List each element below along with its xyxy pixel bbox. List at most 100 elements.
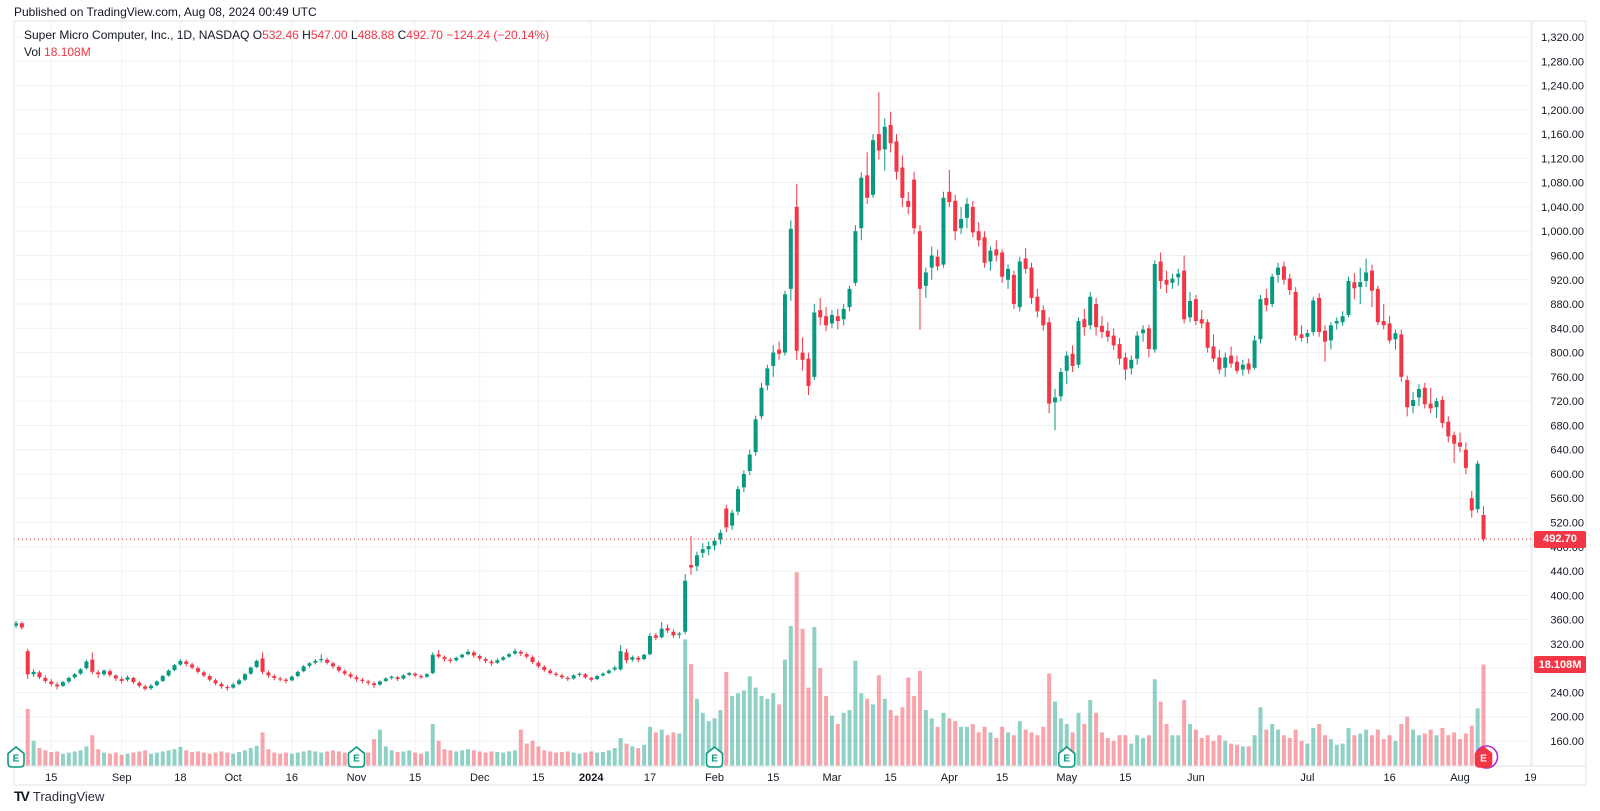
candle-body [60,682,65,686]
candle-body [413,673,418,676]
candle-body [1152,263,1157,350]
volume-bar [1141,738,1146,766]
legend-symbol-row: Super Micro Computer, Inc., 1D, NASDAQ O… [24,27,549,44]
low-label: L [350,28,358,42]
candle-body [759,387,764,417]
volume-bar [1352,735,1357,766]
axes-layer: 160.00200.00240.00280.00320.00360.00400.… [13,20,1587,786]
volume-bar [959,726,964,766]
candle-body [237,680,242,684]
volume-bar [160,751,165,766]
time-axis-label: 2024 [579,772,604,784]
volume-bar [1252,735,1257,766]
chart-legend[interactable]: Super Micro Computer, Inc., 1D, NASDAQ O… [24,27,549,61]
volume-bar [436,740,441,766]
candle-body [107,671,112,675]
candle-body [882,126,887,150]
candle-body [207,676,212,680]
tradingview-logo[interactable]: TV TradingView [14,788,104,804]
volume-bar [1328,739,1333,766]
candle-body [1364,272,1369,281]
volume-bar [1123,735,1128,766]
volume-bar [824,696,829,766]
volume-bar [242,750,247,766]
candle-body [342,671,347,674]
volume-bar [1399,724,1404,766]
volume-bar [542,750,547,766]
candle-body [160,676,165,681]
candle-body [624,652,629,661]
volume-bar [964,726,969,766]
earnings-shield-icon [347,745,366,768]
volume-bar [1011,735,1016,766]
volume-bar [953,721,958,766]
earnings-letter: E [1480,754,1487,765]
earnings-icon[interactable]: E [347,745,366,768]
volume-bar [1240,746,1245,766]
candle-body [1475,463,1480,510]
earnings-icon[interactable]: E [1474,745,1499,769]
candle-body [1029,267,1034,298]
candle-body [66,677,71,682]
grid-layer [14,21,1532,766]
volume-bar [601,752,605,766]
candle-body [1229,355,1234,364]
volume-bar [1082,724,1087,766]
candle-body [812,312,817,377]
earnings-icon[interactable]: E [7,745,25,768]
volume-bar [1281,735,1286,766]
volume-bar [524,743,529,766]
volume-bar [1323,735,1328,766]
earnings-icon[interactable]: E [1057,745,1076,768]
volume-bar [800,628,805,766]
volume-bar [143,750,148,766]
candle-body [489,661,494,664]
volume-bar [1340,743,1345,766]
volume-bar [1293,729,1298,766]
volume-bar [677,733,682,766]
volume-bar [330,750,335,766]
volume-bar [730,696,735,766]
price-axis-label: 920.00 [1550,275,1584,287]
candle-body [1352,282,1357,289]
candle-body [753,419,758,453]
volume-bar [900,707,905,766]
close-value: 492.70 [406,28,443,42]
time-axis-label: Dec [470,772,490,784]
volume-bar [1375,729,1380,766]
candle-body [929,255,934,268]
earnings-shield-icon [1474,745,1493,768]
price-axis-label: 1,000.00 [1541,226,1584,238]
candle-body [1064,355,1069,371]
candle-body [953,200,958,232]
volume-bar [1463,733,1468,766]
time-axis-label: 16 [1383,772,1395,784]
volume-bar [377,729,382,766]
candle-body [436,654,441,657]
candle-body [495,660,500,663]
price-axis-label: 720.00 [1550,396,1584,408]
volume-bar [1164,724,1169,766]
volume-bar [1146,735,1151,766]
volume-bar [624,743,629,766]
volume-bar [1099,732,1104,766]
candle-body [894,141,899,172]
candle-body [354,677,359,680]
volume-bar [1193,729,1198,766]
time-axis-label: Aug [1450,772,1470,784]
candle-body [1311,300,1316,332]
candle-body [190,664,195,668]
volume-bar [184,750,189,766]
earnings-icon[interactable]: E [705,745,724,768]
volume-bar [747,676,752,766]
volume-bar [935,726,940,766]
candle-body [900,167,905,198]
candle-body [1281,266,1286,280]
volume-bar [1452,732,1457,766]
volume-bar [90,735,95,766]
candle-body [1258,299,1263,340]
candle-body [1170,278,1175,283]
volume-bar [1176,735,1181,766]
